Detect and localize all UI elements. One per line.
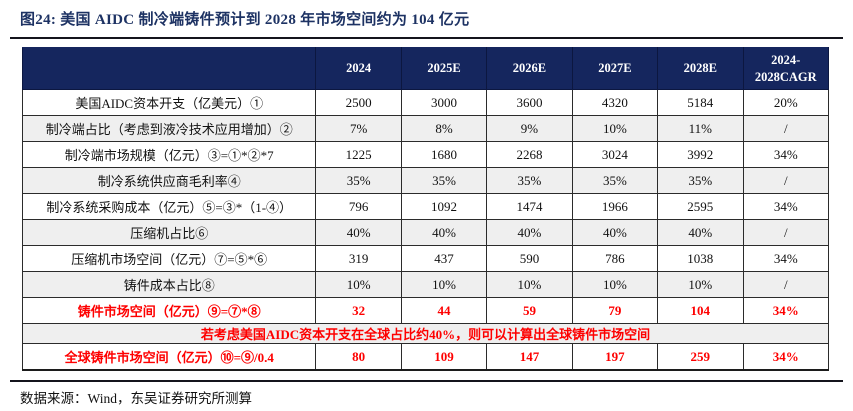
value-cell: 2268: [486, 141, 573, 168]
value-cell: 35%: [486, 167, 573, 194]
source-divider: [10, 380, 843, 382]
forecast-table: 2024 2025E 2026E 2027E 2028E 2024-2028CA…: [21, 47, 830, 371]
value-cell: 1092: [400, 193, 488, 220]
value-cell: 1225: [315, 141, 402, 168]
table-row: 压缩机市场空间（亿元）⑦=⑤*⑥ 319 437 590 786 1038 34%: [21, 245, 830, 272]
value-cell: 11%: [657, 115, 744, 142]
value-cell: 8%: [400, 115, 488, 142]
value-cell: 197: [571, 343, 659, 371]
row-label: 美国AIDC资本开支（亿美元）①: [21, 89, 317, 116]
value-cell: 34%: [742, 297, 830, 324]
value-cell: 10%: [315, 271, 402, 298]
title-divider: [10, 37, 843, 39]
value-cell: 44: [400, 297, 488, 324]
value-cell: 34%: [742, 141, 830, 168]
value-cell: 5184: [657, 89, 744, 116]
value-cell: 3024: [571, 141, 659, 168]
row-label: 制冷系统供应商毛利率④: [21, 167, 317, 194]
value-cell: 10%: [486, 271, 573, 298]
value-cell: 35%: [315, 167, 402, 194]
value-cell: 35%: [571, 167, 659, 194]
row-label: 全球铸件市场空间（亿元）⑩=⑨/0.4: [21, 343, 317, 371]
value-cell: 1966: [571, 193, 659, 220]
value-cell: 3000: [400, 89, 488, 116]
table-row: 铸件市场空间（亿元）⑨=⑦*⑧ 32 44 59 79 104 34%: [21, 297, 830, 324]
value-cell: 40%: [400, 219, 488, 246]
value-cell: 32: [315, 297, 402, 324]
row-label: 制冷端占比（考虑到液冷技术应用增加）②: [21, 115, 317, 142]
value-cell: 34%: [742, 245, 830, 272]
value-cell: 34%: [742, 193, 830, 220]
row-label: 制冷端市场规模（亿元）③=①*②*7: [21, 141, 317, 168]
value-cell: /: [742, 167, 830, 194]
header-cell-2027e: 2027E: [571, 47, 659, 90]
value-cell: 10%: [571, 271, 659, 298]
value-cell: 2595: [657, 193, 744, 220]
value-cell: /: [742, 115, 830, 142]
value-cell: 40%: [571, 219, 659, 246]
value-cell: 40%: [657, 219, 744, 246]
header-cell-2026e: 2026E: [486, 47, 573, 90]
value-cell: 1474: [486, 193, 573, 220]
value-cell: 9%: [486, 115, 573, 142]
table-row: 铸件成本占比⑧ 10% 10% 10% 10% 10% /: [21, 271, 830, 298]
value-cell: 437: [400, 245, 488, 272]
header-cell-2025e: 2025E: [400, 47, 488, 90]
table-row: 制冷端市场规模（亿元）③=①*②*7 1225 1680 2268 3024 3992 34…: [21, 141, 830, 168]
table-header-row: 2024 2025E 2026E 2027E 2028E 2024-2028CA…: [21, 47, 830, 90]
figure-title: 图24: 美国 AIDC 制冷端铸件预计到 2028 年市场空间约为 104 亿…: [20, 12, 470, 28]
header-cell-2024: 2024: [315, 47, 402, 90]
value-cell: 147: [486, 343, 573, 371]
value-cell: 319: [315, 245, 402, 272]
value-cell: 80: [315, 343, 402, 371]
value-cell: /: [742, 219, 830, 246]
note-cell: 若考虑美国AIDC资本开支在全球占比约40%，则可以计算出全球铸件市场空间: [22, 323, 829, 344]
table-row: 制冷系统供应商毛利率④ 35% 35% 35% 35% 35% /: [21, 167, 830, 194]
value-cell: 3992: [657, 141, 744, 168]
value-cell: 35%: [657, 167, 744, 194]
row-label: 铸件成本占比⑧: [21, 271, 317, 298]
value-cell: 2500: [315, 89, 402, 116]
table-row: 压缩机占比⑥ 40% 40% 40% 40% 40% /: [21, 219, 830, 246]
value-cell: 10%: [571, 115, 659, 142]
value-cell: 59: [486, 297, 573, 324]
header-cell-2028e: 2028E: [657, 47, 744, 90]
table-row: 全球铸件市场空间（亿元）⑩=⑨/0.4 80 109 147 197 259 34%: [21, 343, 830, 371]
value-cell: 796: [315, 193, 402, 220]
value-cell: 10%: [657, 271, 744, 298]
value-cell: 786: [571, 245, 659, 272]
value-cell: 7%: [315, 115, 402, 142]
data-source: 数据来源：Wind，东吴证券研究所测算: [20, 391, 252, 406]
table-row: 美国AIDC资本开支（亿美元）① 2500 3000 3600 4320 5184 20%: [21, 89, 830, 116]
value-cell: 34%: [742, 343, 830, 371]
value-cell: /: [742, 271, 830, 298]
value-cell: 4320: [571, 89, 659, 116]
header-cell-cagr: 2024-2028CAGR: [742, 47, 830, 90]
table-row: 制冷端占比（考虑到液冷技术应用增加）② 7% 8% 9% 10% 11% /: [21, 115, 830, 142]
value-cell: 40%: [486, 219, 573, 246]
value-cell: 40%: [315, 219, 402, 246]
value-cell: 590: [486, 245, 573, 272]
value-cell: 259: [657, 343, 744, 371]
value-cell: 10%: [400, 271, 488, 298]
row-label: 压缩机市场空间（亿元）⑦=⑤*⑥: [21, 245, 317, 272]
value-cell: 1038: [657, 245, 744, 272]
table-row: 制冷系统采购成本（亿元）⑤=③*（1-④） 796 1092 1474 1966 2595…: [21, 193, 830, 220]
header-cell-label: [21, 47, 317, 90]
table-note-row: 若考虑美国AIDC资本开支在全球占比约40%，则可以计算出全球铸件市场空间: [22, 323, 829, 344]
row-label: 铸件市场空间（亿元）⑨=⑦*⑧: [21, 297, 317, 324]
value-cell: 20%: [742, 89, 830, 116]
value-cell: 104: [657, 297, 744, 324]
value-cell: 79: [571, 297, 659, 324]
value-cell: 35%: [400, 167, 488, 194]
row-label: 压缩机占比⑥: [21, 219, 317, 246]
value-cell: 109: [400, 343, 488, 371]
value-cell: 3600: [486, 89, 573, 116]
row-label: 制冷系统采购成本（亿元）⑤=③*（1-④）: [21, 193, 317, 220]
value-cell: 1680: [400, 141, 488, 168]
